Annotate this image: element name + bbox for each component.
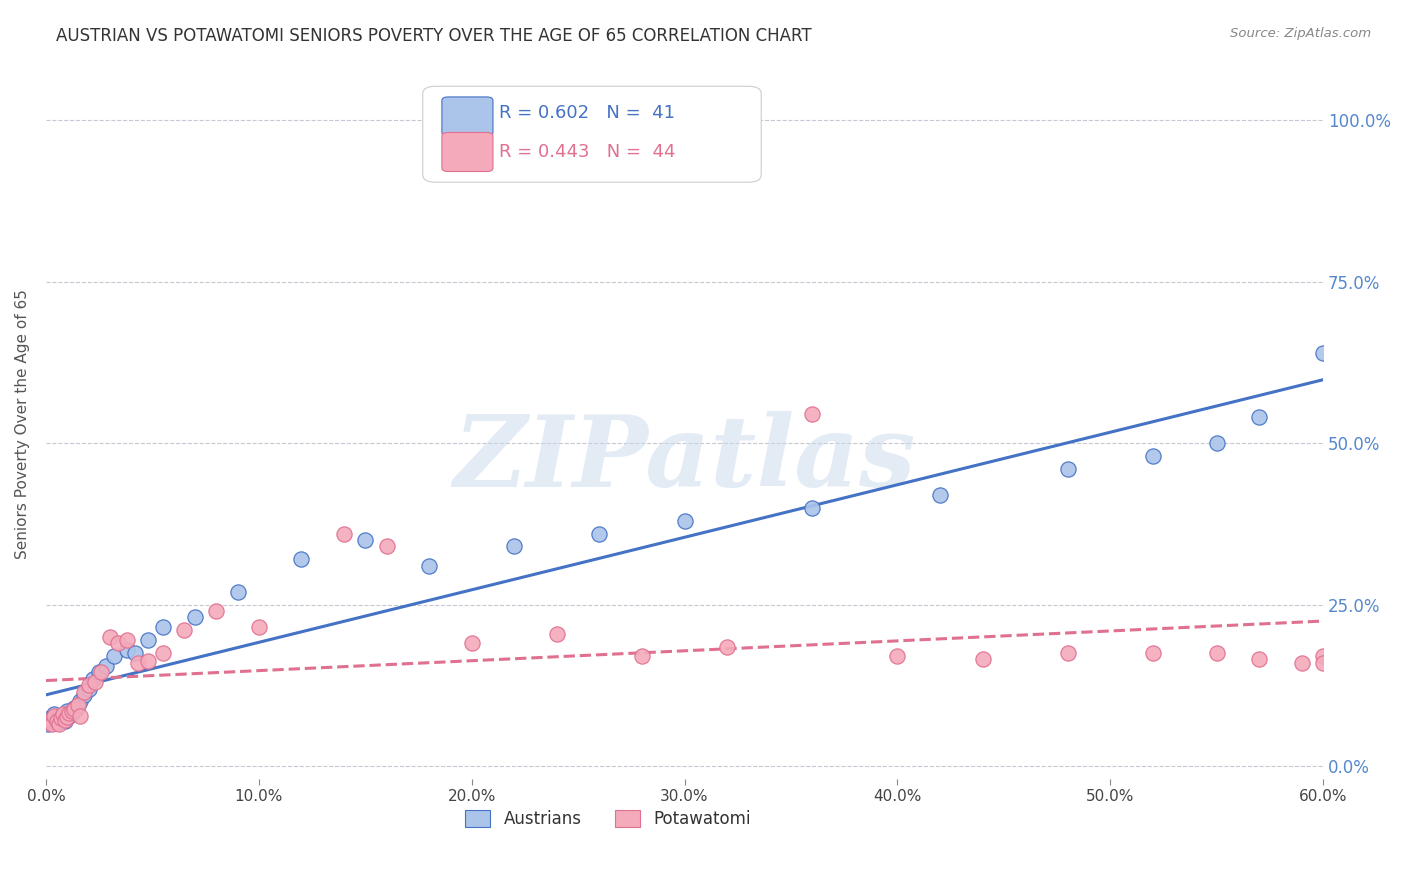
FancyBboxPatch shape [441, 132, 494, 171]
Point [1291, 656, 1313, 670]
Point [39, 713, 62, 727]
Point [1205, 436, 1227, 450]
Point [152, 620, 174, 634]
Point [94, 659, 117, 673]
Point [247, 620, 270, 634]
Point [62, 702, 84, 716]
Text: AUSTRIAN VS POTAWATOMI SENIORS POVERTY OVER THE AGE OF 65 CORRELATION CHART: AUSTRIAN VS POTAWATOMI SENIORS POVERTY O… [56, 27, 811, 45]
Point [1142, 646, 1164, 660]
Point [56, 710, 79, 724]
Point [354, 533, 377, 547]
Text: R = 0.443   N =  44: R = 0.443 N = 44 [499, 144, 676, 161]
Text: R = 0.602   N =  41: R = 0.602 N = 41 [499, 104, 675, 122]
Point [44, 707, 66, 722]
Point [801, 500, 824, 515]
Point [48, 717, 70, 731]
Point [226, 584, 249, 599]
Point [56, 704, 79, 718]
Point [48, 715, 70, 730]
Point [1249, 410, 1271, 425]
Text: ZIPatlas: ZIPatlas [453, 411, 915, 508]
Point [1249, 652, 1271, 666]
Point [41, 714, 63, 728]
Point [44, 708, 66, 723]
Point [1312, 656, 1334, 670]
Point [460, 636, 482, 650]
Point [41, 717, 63, 731]
Point [1142, 449, 1164, 463]
Point [136, 654, 159, 668]
Point [124, 646, 146, 660]
Point [58, 708, 80, 723]
Point [631, 649, 654, 664]
Point [52, 707, 75, 722]
Point [972, 652, 994, 666]
Point [673, 514, 696, 528]
Point [82, 672, 104, 686]
Point [73, 684, 96, 698]
Point [37, 717, 59, 731]
Point [1205, 646, 1227, 660]
FancyBboxPatch shape [423, 87, 761, 182]
Point [801, 407, 824, 421]
Point [290, 552, 312, 566]
FancyBboxPatch shape [441, 97, 494, 136]
Point [375, 540, 398, 554]
Point [39, 710, 62, 724]
Point [45, 710, 67, 724]
Point [152, 646, 174, 660]
Point [205, 604, 228, 618]
Point [1056, 646, 1078, 660]
Text: Source: ZipAtlas.com: Source: ZipAtlas.com [1230, 27, 1371, 40]
Point [90, 665, 112, 680]
Point [107, 636, 129, 650]
Point [62, 701, 84, 715]
Point [49, 713, 72, 727]
Point [69, 694, 91, 708]
Point [1056, 462, 1078, 476]
Point [66, 698, 89, 712]
Y-axis label: Seniors Poverty Over the Age of 65: Seniors Poverty Over the Age of 65 [15, 289, 30, 558]
Point [60, 704, 83, 718]
Point [53, 713, 76, 727]
Point [66, 698, 89, 712]
Point [84, 675, 107, 690]
Point [77, 678, 100, 692]
Point [52, 708, 75, 723]
Point [115, 633, 138, 648]
Point [1312, 345, 1334, 359]
Point [716, 640, 738, 654]
Point [89, 665, 111, 680]
Point [37, 715, 59, 730]
Point [173, 624, 195, 638]
Point [136, 633, 159, 648]
Point [45, 714, 67, 728]
Point [886, 649, 908, 664]
Point [60, 706, 83, 720]
Point [333, 526, 356, 541]
Point [53, 714, 76, 728]
Point [503, 540, 526, 554]
Point [103, 649, 125, 664]
Legend: Austrians, Potawatomi: Austrians, Potawatomi [458, 803, 758, 835]
Point [98, 630, 121, 644]
Point [588, 526, 610, 541]
Point [58, 706, 80, 720]
Point [49, 710, 72, 724]
Point [418, 558, 440, 573]
Point [73, 688, 96, 702]
Point [546, 626, 568, 640]
Point [127, 656, 149, 670]
Point [929, 488, 952, 502]
Point [65, 702, 87, 716]
Point [115, 642, 138, 657]
Point [184, 610, 207, 624]
Point [77, 681, 100, 696]
Point [1312, 649, 1334, 664]
Point [69, 708, 91, 723]
